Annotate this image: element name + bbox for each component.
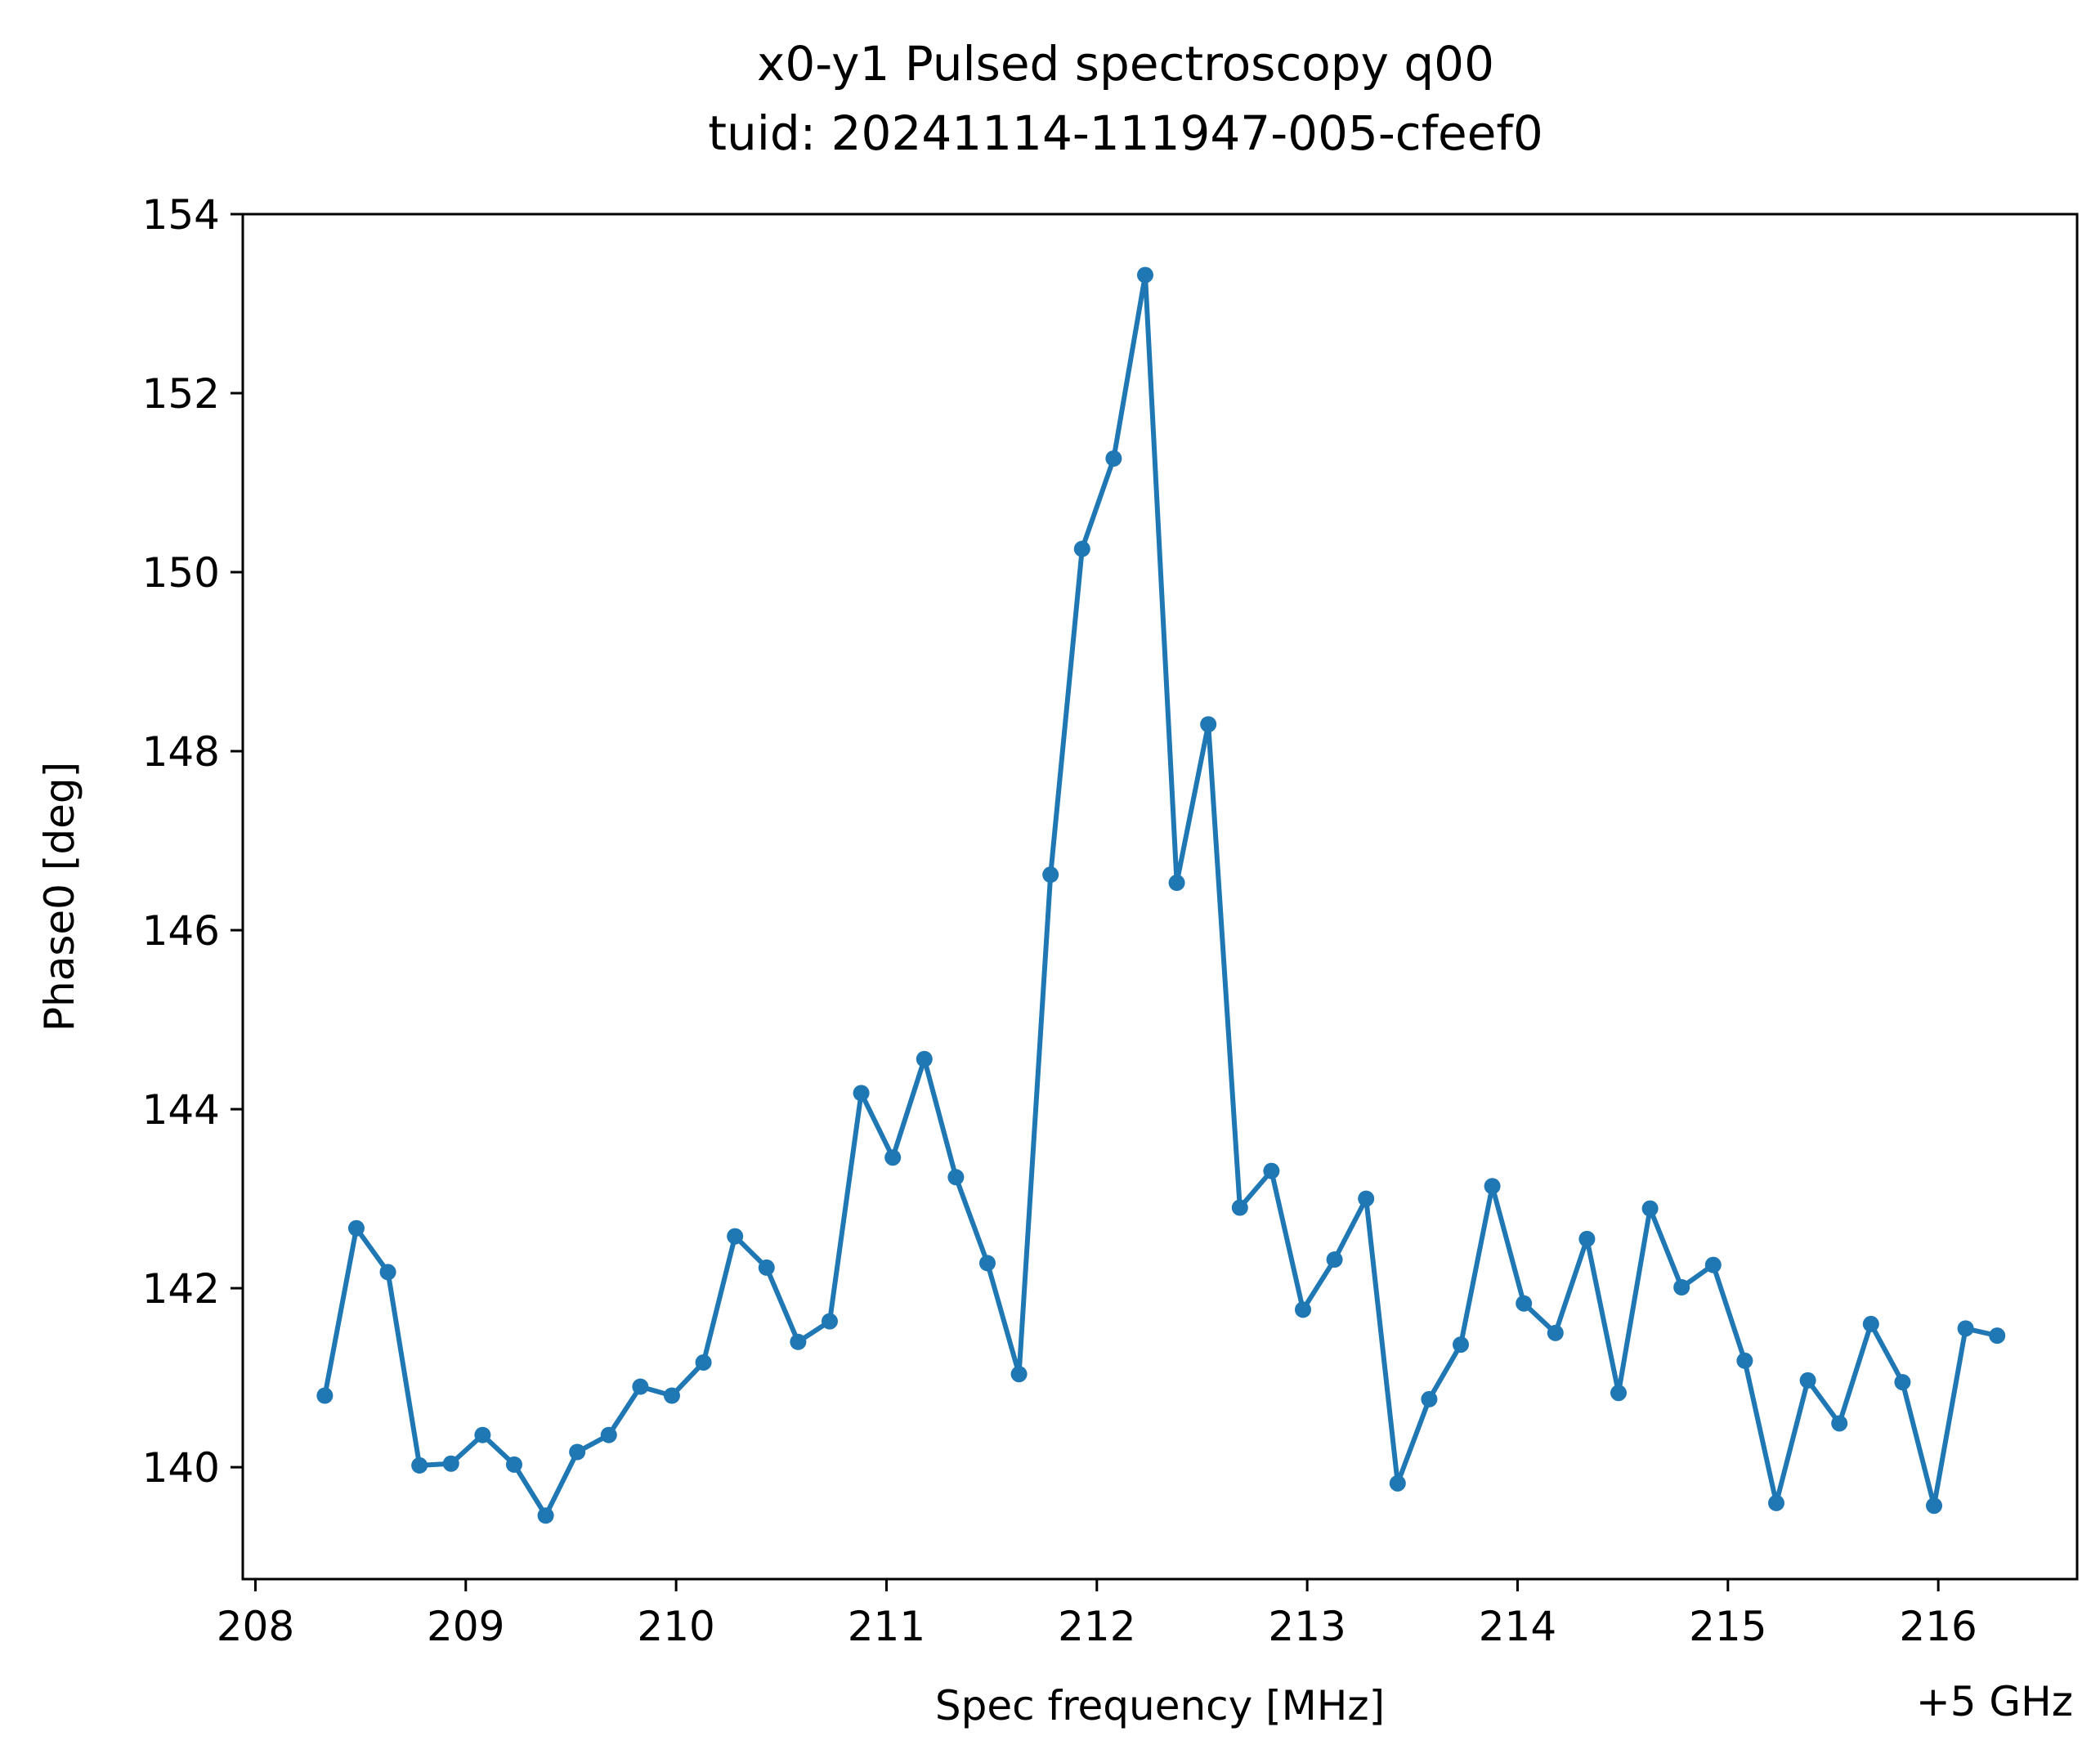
y-tick-label: 150 xyxy=(142,549,220,597)
data-point xyxy=(884,1149,902,1166)
data-point xyxy=(1831,1415,1848,1432)
x-tick-label: 214 xyxy=(1479,1603,1556,1650)
data-point xyxy=(442,1455,459,1472)
data-point xyxy=(1989,1327,2006,1345)
data-point xyxy=(600,1426,617,1443)
plot-area xyxy=(241,213,2079,1581)
data-point xyxy=(1452,1336,1469,1354)
y-tick-label: 148 xyxy=(142,728,220,776)
y-axis-label: Phase0 [deg] xyxy=(36,762,83,1031)
data-point xyxy=(1389,1474,1406,1492)
x-tick-label: 210 xyxy=(637,1603,714,1650)
data-point xyxy=(1894,1374,1911,1391)
data-point xyxy=(790,1333,807,1350)
x-tick-label: 215 xyxy=(1689,1603,1766,1650)
data-point xyxy=(569,1443,586,1461)
data-point xyxy=(821,1313,838,1330)
data-point xyxy=(1358,1190,1375,1207)
data-point xyxy=(663,1387,680,1404)
data-point xyxy=(1768,1494,1785,1511)
plot-frame xyxy=(241,213,2079,1581)
x-tick-label: 212 xyxy=(1058,1603,1135,1650)
chart-title: x0-y1 Pulsed spectroscopy q00 xyxy=(757,36,1494,92)
series-line xyxy=(322,272,1998,1519)
x-offset-label: +5 GHz xyxy=(1916,1678,2073,1725)
data-point xyxy=(1105,450,1122,467)
x-tick-label: 209 xyxy=(427,1603,504,1650)
data-point xyxy=(347,1219,365,1237)
data-point xyxy=(1578,1230,1596,1247)
data-point xyxy=(1263,1162,1280,1179)
data-point xyxy=(1610,1385,1627,1402)
x-tick-label: 213 xyxy=(1268,1603,1346,1650)
y-tick-label: 144 xyxy=(142,1086,220,1134)
series-layer xyxy=(316,266,2006,1524)
data-point xyxy=(1673,1279,1690,1296)
data-point xyxy=(632,1378,649,1395)
data-point xyxy=(1168,875,1185,892)
data-point xyxy=(1200,716,1217,733)
data-point xyxy=(1421,1390,1438,1407)
data-point xyxy=(505,1456,522,1473)
data-point xyxy=(1231,1199,1248,1216)
data-point xyxy=(1010,1366,1028,1383)
data-point xyxy=(727,1228,744,1245)
data-point xyxy=(537,1507,554,1524)
x-tick-label: 216 xyxy=(1899,1603,1977,1650)
data-point xyxy=(1547,1324,1564,1341)
x-tick-label: 211 xyxy=(848,1603,925,1650)
data-point xyxy=(758,1259,775,1276)
x-axis: 208 209 210 211 212 213 214 215 216 xyxy=(217,1579,1977,1650)
data-point xyxy=(1957,1320,1974,1337)
data-point xyxy=(1799,1371,1816,1389)
data-point xyxy=(411,1456,428,1474)
y-tick-label: 154 xyxy=(142,191,220,239)
data-point xyxy=(695,1354,712,1371)
y-tick-label: 142 xyxy=(142,1265,220,1313)
data-point xyxy=(316,1387,334,1404)
y-tick-label: 140 xyxy=(142,1444,220,1492)
data-point xyxy=(1073,540,1090,557)
data-point xyxy=(1136,266,1153,284)
x-tick-label: 208 xyxy=(217,1603,294,1650)
data-point xyxy=(1484,1178,1501,1195)
data-point xyxy=(1294,1301,1311,1318)
data-point xyxy=(978,1255,996,1272)
y-axis: 140 142 144 146 148 150 152 154 xyxy=(142,191,243,1492)
data-point xyxy=(1862,1315,1879,1332)
data-point xyxy=(916,1050,933,1067)
data-point xyxy=(379,1264,396,1281)
data-point xyxy=(853,1085,870,1102)
data-point xyxy=(1042,866,1059,884)
chart-subtitle: tuid: 20241114-111947-005-cfeef0 xyxy=(708,105,1543,161)
data-point xyxy=(474,1426,491,1443)
data-point xyxy=(1704,1256,1722,1273)
x-axis-label: Spec frequency [MHz] xyxy=(935,1682,1385,1729)
data-point xyxy=(947,1169,965,1186)
data-point xyxy=(1736,1352,1753,1369)
y-tick-label: 152 xyxy=(142,370,220,418)
data-point xyxy=(1326,1251,1343,1269)
data-point xyxy=(1641,1200,1659,1217)
y-tick-label: 146 xyxy=(142,907,220,955)
data-point xyxy=(1516,1295,1533,1312)
data-point xyxy=(1926,1497,1943,1515)
